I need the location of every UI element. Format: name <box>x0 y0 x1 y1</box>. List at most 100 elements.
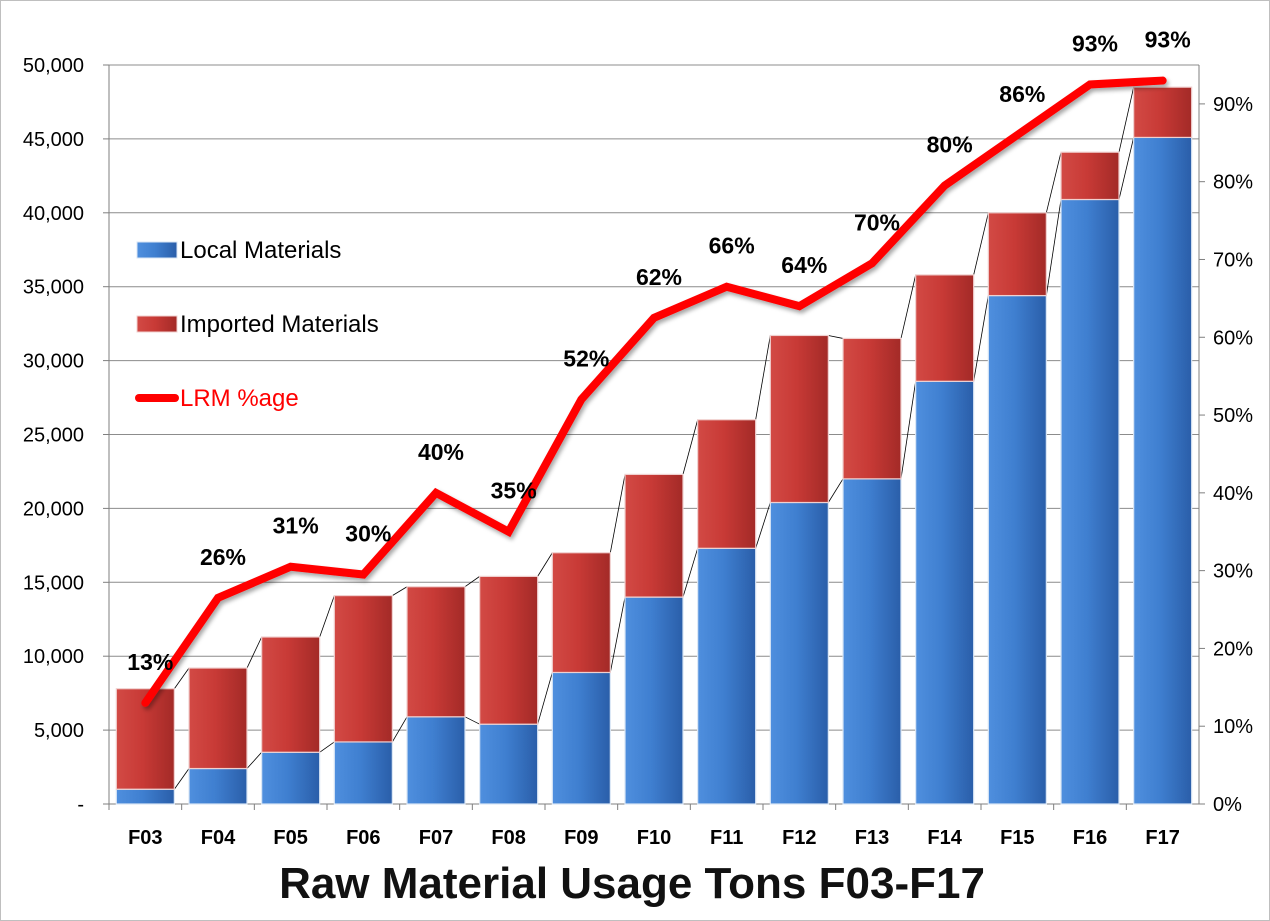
y-left-tick-label: 35,000 <box>23 277 84 299</box>
bar-imported-materials <box>333 595 393 743</box>
bar-imported-materials <box>987 212 1047 297</box>
y-left-tick-label: 5,000 <box>34 720 84 742</box>
chart-title: Raw Material Usage Tons F03-F17 <box>279 859 985 908</box>
bar-local-materials <box>188 767 248 805</box>
y-left-tick-label: - <box>77 794 84 816</box>
x-tick-label: F11 <box>710 827 743 849</box>
bar-local-materials <box>551 671 611 805</box>
bar-local-materials <box>406 716 466 805</box>
x-tick-label: F08 <box>491 827 525 849</box>
bar-local-materials <box>115 788 175 805</box>
bar-local-materials <box>624 596 684 805</box>
legend-swatch-local <box>136 241 178 259</box>
series-connector <box>537 672 553 725</box>
y-right-tick-label: 60% <box>1213 327 1253 349</box>
bar-local-materials <box>769 501 829 805</box>
bar-imported-materials <box>406 586 466 718</box>
lrm-data-label: 64% <box>781 252 827 278</box>
y-left-tick-label: 10,000 <box>23 646 84 668</box>
y-right-tick-label: 70% <box>1213 249 1253 271</box>
bar-imported-materials <box>261 636 321 753</box>
y-right-tick-label: 10% <box>1213 716 1253 738</box>
bar-imported-materials <box>624 473 684 598</box>
y-left-tick-label: 40,000 <box>23 203 84 225</box>
bar-imported-materials <box>842 337 902 480</box>
bar-local-materials <box>479 723 539 805</box>
bar-local-materials <box>987 294 1047 805</box>
x-tick-label: F10 <box>637 827 671 849</box>
y-left-tick-label: 45,000 <box>23 129 84 151</box>
bar-local-materials <box>915 380 975 805</box>
bar-local-materials <box>1060 198 1120 805</box>
series-connector <box>1118 137 1135 200</box>
x-tick-label: F14 <box>927 827 962 849</box>
series-connector <box>682 419 699 475</box>
series-connector <box>174 667 190 689</box>
y-right-tick-label: 80% <box>1213 172 1253 194</box>
series-connector <box>609 474 626 553</box>
series-connector <box>246 636 263 669</box>
series-connector <box>755 335 771 420</box>
series-connector <box>609 597 626 673</box>
y-left-tick-label: 30,000 <box>23 351 84 373</box>
bar-imported-materials <box>1133 86 1193 139</box>
bar-imported-materials <box>188 667 248 770</box>
bar-local-materials <box>333 741 393 805</box>
y-left-tick-label: 25,000 <box>23 425 84 447</box>
series-connector <box>1045 199 1062 296</box>
series-connector <box>319 741 335 753</box>
y-left-tick-label: 50,000 <box>23 55 84 77</box>
series-connector <box>682 548 699 598</box>
lrm-data-label: 40% <box>418 439 464 465</box>
x-tick-label: F09 <box>564 827 598 849</box>
bar-local-materials <box>842 478 902 805</box>
series-connector <box>464 576 480 588</box>
x-tick-label: F03 <box>128 827 162 849</box>
x-tick-label: F04 <box>201 827 236 849</box>
x-tick-label: F13 <box>855 827 889 849</box>
lrm-data-label: 35% <box>491 478 537 504</box>
y-left-tick-label: 20,000 <box>23 498 84 520</box>
bar-imported-materials <box>1060 151 1120 201</box>
lrm-data-label: 70% <box>854 209 900 235</box>
series-connector <box>464 716 480 725</box>
series-connector <box>900 274 917 339</box>
bar-local-materials <box>261 751 321 805</box>
lrm-data-label: 80% <box>927 132 973 158</box>
lrm-data-label: 30% <box>345 521 391 547</box>
lrm-data-label: 13% <box>127 649 173 675</box>
bar-imported-materials <box>915 274 975 382</box>
series-connector <box>828 335 844 339</box>
series-connector <box>246 752 262 769</box>
bar-imported-materials <box>479 575 539 725</box>
series-connector <box>319 595 335 638</box>
lrm-data-label: 86% <box>999 81 1045 107</box>
legend-label-local: Local Materials <box>180 237 341 264</box>
y-right-tick-label: 0% <box>1213 794 1242 816</box>
x-tick-label: F05 <box>273 827 307 849</box>
y-right-tick-label: 20% <box>1213 638 1253 660</box>
x-tick-label: F15 <box>1000 827 1034 849</box>
lrm-data-label: 66% <box>709 233 755 259</box>
bar-imported-materials <box>551 552 611 674</box>
bar-local-materials <box>697 547 757 805</box>
y-right-tick-label: 90% <box>1213 94 1253 116</box>
bar-local-materials <box>1133 136 1193 805</box>
series-connector <box>900 381 917 479</box>
legend-label-imported: Imported Materials <box>180 311 379 338</box>
bar-imported-materials <box>769 334 829 504</box>
legend: Local Materials Imported Materials LRM %ag… <box>135 237 379 412</box>
legend-swatch-imported <box>136 315 178 333</box>
series-connector <box>827 478 844 503</box>
series-connector <box>973 295 989 382</box>
series-connector <box>392 586 408 596</box>
lrm-data-label: 62% <box>636 264 682 290</box>
y-left-tick-label: 15,000 <box>23 572 84 594</box>
lrm-data-label: 93% <box>1072 30 1118 56</box>
series-connector <box>391 716 408 743</box>
lrm-data-label: 26% <box>200 544 246 570</box>
bar-imported-materials <box>697 419 757 549</box>
legend-label-lrm: LRM %age <box>180 385 299 412</box>
